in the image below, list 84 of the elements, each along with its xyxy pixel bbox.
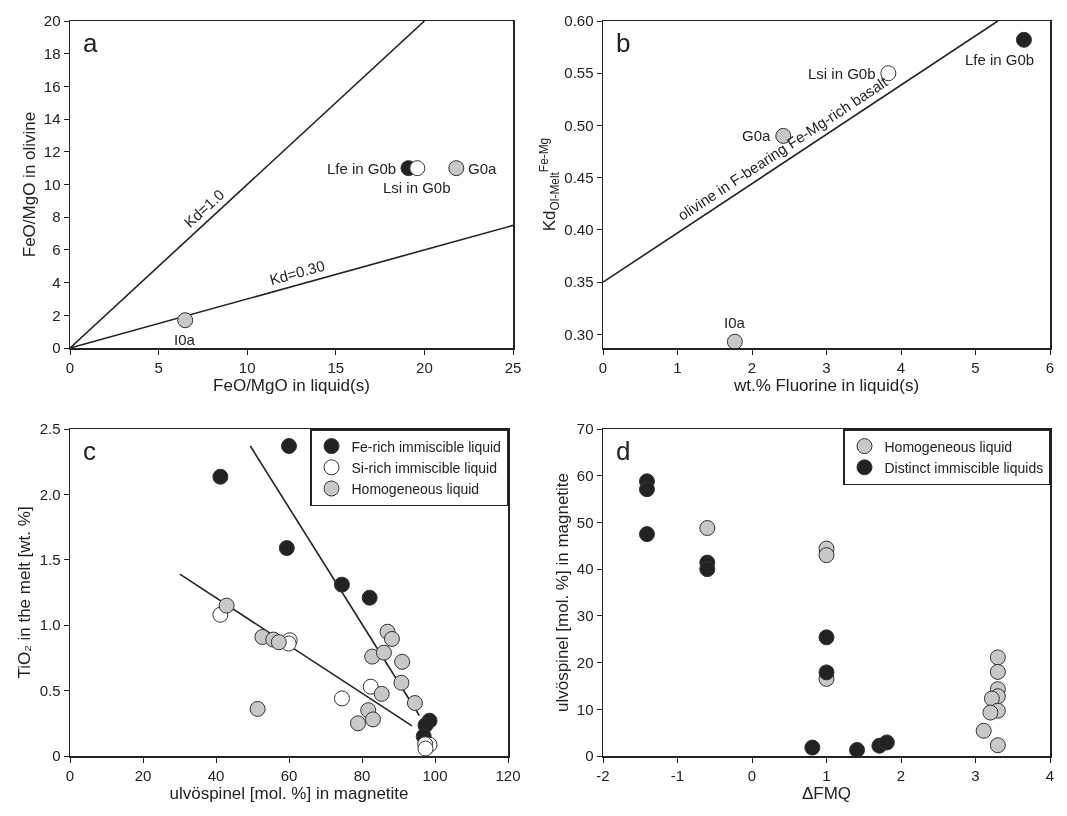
annotation: Lfe in G0b xyxy=(327,160,397,177)
annotation: c xyxy=(83,436,96,466)
x-tick-label: 0 xyxy=(598,358,608,376)
annotation: I0a xyxy=(724,314,746,331)
y-tick-label: 10 xyxy=(43,175,61,193)
x-tick-label: 120 xyxy=(495,766,521,784)
y-tick-label: 14 xyxy=(43,110,61,128)
x-tick-label: 40 xyxy=(207,766,225,784)
x-tick-label: 15 xyxy=(327,358,345,376)
y-tick-label: 0.55 xyxy=(564,64,594,82)
annotation: b xyxy=(616,28,631,58)
annotation: Lsi in G0b xyxy=(383,179,451,196)
y-tick-label: 20 xyxy=(43,12,61,30)
y-tick-label: 2.5 xyxy=(39,420,61,438)
y-tick-label: 0.40 xyxy=(564,221,594,239)
x-tick-label: 2 xyxy=(896,766,906,784)
y-tick-label: 30 xyxy=(576,607,594,625)
y-tick-label: 20 xyxy=(576,653,594,671)
y-tick-label: 1.5 xyxy=(39,551,61,569)
annotation: I0a xyxy=(174,331,196,348)
x-tick-label: -1 xyxy=(670,766,685,784)
y-tick-label: 8 xyxy=(52,208,61,226)
y-tick-label: 10 xyxy=(576,700,594,718)
legend-label: Homogeneous liquid xyxy=(351,480,480,497)
x-tick-label: 60 xyxy=(280,766,298,784)
x-tick-label: 0 xyxy=(65,766,75,784)
x-tick-label: 1 xyxy=(822,766,831,784)
y-tick-label: 0.35 xyxy=(564,273,594,291)
x-axis-title: ΔFMQ xyxy=(801,783,852,803)
x-tick-label: -2 xyxy=(596,766,610,784)
y-tick-label: 18 xyxy=(43,44,61,62)
x-tick-label: 20 xyxy=(134,766,152,784)
y-tick-label: 0 xyxy=(52,339,61,357)
legend-label: Si-rich immiscible liquid xyxy=(351,459,497,476)
y-tick-label: 1.0 xyxy=(39,616,61,634)
x-tick-label: 1 xyxy=(673,358,682,376)
x-tick-label: 5 xyxy=(971,358,980,376)
y-tick-label: 6 xyxy=(52,241,61,259)
annotation: d xyxy=(616,436,631,466)
x-axis-title: wt.% Fluorine in liquid(s) xyxy=(732,375,920,395)
legend-label: Homogeneous liquid xyxy=(884,438,1013,455)
annotation: Kd=0.30 xyxy=(267,256,327,289)
y-axis-title: ulvöspinel [mol. %] in magnetite xyxy=(552,472,572,713)
legend-label: Fe-rich immiscible liquid xyxy=(351,438,501,455)
x-tick-label: 3 xyxy=(822,358,831,376)
x-tick-label: 20 xyxy=(416,358,433,376)
x-tick-label: 5 xyxy=(154,358,163,376)
annotation: Lfe in G0b xyxy=(965,51,1035,68)
x-tick-label: 4 xyxy=(1045,766,1055,784)
x-tick-label: 80 xyxy=(353,766,371,784)
x-axis-title: FeO/MgO in liquid(s) xyxy=(213,375,370,395)
y-axis-title: TiO₂ in the melt [wt. %] xyxy=(15,506,35,679)
annotation: G0a xyxy=(468,160,498,177)
legend-label: Distinct immiscible liquids xyxy=(884,459,1044,476)
y-tick-label: 2.0 xyxy=(39,485,61,503)
y-tick-label: 2 xyxy=(52,306,61,324)
annotation: a xyxy=(83,28,98,58)
y-tick-label: 0.45 xyxy=(564,168,594,186)
y-tick-label: 12 xyxy=(43,143,61,161)
x-tick-label: 25 xyxy=(504,358,522,376)
y-axis-title: FeO/MgO in olivine xyxy=(19,111,39,258)
y-tick-label: 0.30 xyxy=(564,325,594,343)
annotation: G0a xyxy=(742,127,772,144)
y-tick-label: 16 xyxy=(43,77,61,95)
x-axis-title: ulvöspinel [mol. %] in magnetite xyxy=(169,783,409,803)
x-tick-label: 0 xyxy=(747,766,757,784)
y-tick-label: 0 xyxy=(52,747,61,765)
annotation: Lsi in G0b xyxy=(808,65,876,82)
x-tick-label: 100 xyxy=(422,766,448,784)
y-tick-label: 0.5 xyxy=(39,681,61,699)
y-tick-label: 60 xyxy=(576,466,594,484)
y-tick-label: 0 xyxy=(585,747,594,765)
y-tick-label: 4 xyxy=(52,273,61,291)
x-tick-label: 6 xyxy=(1045,358,1055,376)
y-tick-label: 70 xyxy=(576,420,594,438)
x-tick-label: 10 xyxy=(238,358,256,376)
x-tick-label: 0 xyxy=(65,358,75,376)
x-tick-label: 4 xyxy=(896,358,906,376)
x-tick-label: 2 xyxy=(747,358,757,376)
y-tick-label: 0.50 xyxy=(564,116,594,134)
y-tick-label: 50 xyxy=(576,513,594,531)
x-tick-label: 3 xyxy=(971,766,980,784)
y-tick-label: 0.60 xyxy=(564,12,594,30)
y-tick-label: 40 xyxy=(576,560,594,578)
